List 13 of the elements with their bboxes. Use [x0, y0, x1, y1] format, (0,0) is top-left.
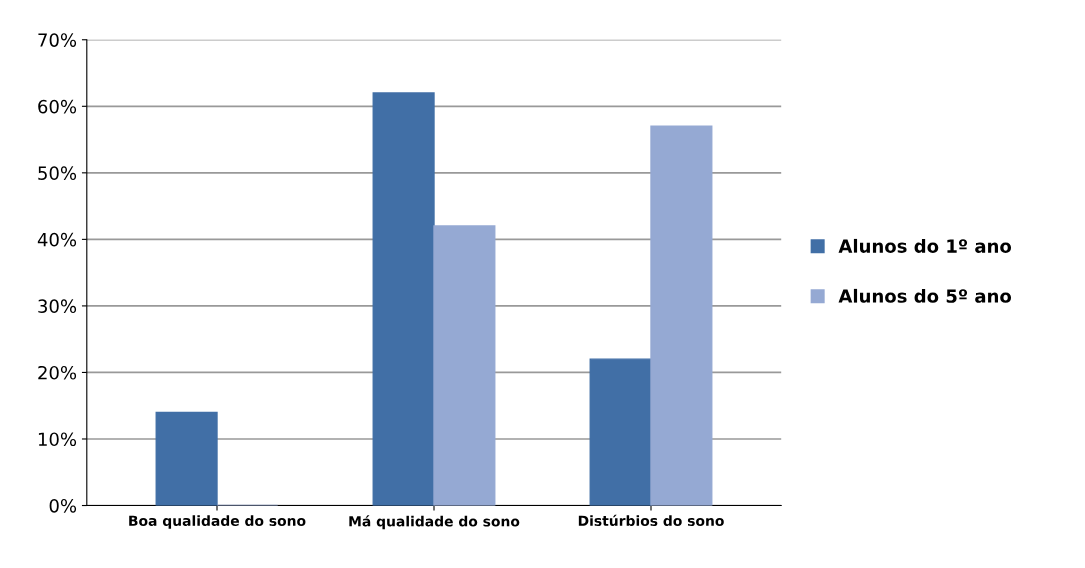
y-tick-label: 40% — [37, 232, 77, 247]
legend-label: Alunos do 5º ano — [838, 288, 1012, 303]
y-tick-label: 60% — [38, 99, 77, 114]
x-tick-label: Boa qualidade do sono — [129, 515, 306, 529]
y-tick-label: 30% — [38, 299, 77, 314]
x-tick-label: Distúrbios do sono — [578, 514, 724, 526]
y-tick-label: 20% — [38, 365, 77, 380]
y-tick-label: 10% — [38, 432, 77, 447]
y-tick-label: 0% — [49, 498, 77, 513]
legend-label: Alunos do 1º ano — [838, 238, 1012, 253]
y-tick-label: 50% — [38, 166, 77, 180]
y-tick-label: 70% — [38, 33, 77, 47]
x-tick-label: Má qualidade do sono — [349, 515, 520, 530]
